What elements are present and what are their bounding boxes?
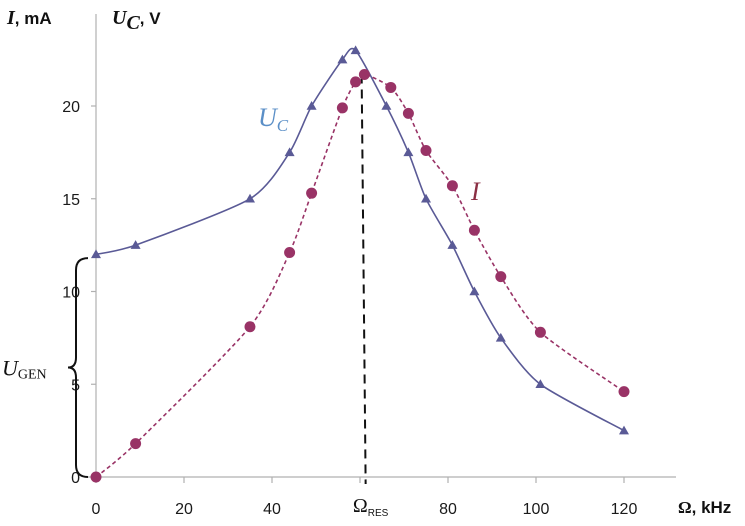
x-tick-label-5: 100	[523, 501, 550, 518]
series-label-uc: UC	[258, 103, 289, 135]
x-tick-label-0: 0	[92, 501, 101, 518]
uc-point-5	[337, 54, 348, 64]
i-point-7	[358, 68, 370, 80]
u-gen-label: UGEN	[2, 356, 47, 383]
i-point-13	[495, 271, 507, 283]
x-tick-label-6: 120	[611, 501, 638, 518]
series-line-uc	[95, 47, 625, 432]
y-tick-marks	[91, 105, 96, 478]
i-point-10	[420, 145, 432, 157]
series-layer	[90, 45, 630, 483]
x-tick-marks	[95, 477, 625, 483]
i-point-11	[446, 180, 458, 192]
i-point-9	[402, 107, 414, 119]
resonance-dashed-line	[360, 74, 367, 485]
i-point-12	[468, 224, 480, 236]
y-axis-title-voltage: UC, V	[112, 7, 161, 34]
uc-point-14	[619, 425, 629, 435]
series-line-i	[95, 73, 625, 478]
i-point-4	[306, 187, 318, 199]
i-point-5	[336, 102, 348, 114]
uc-point-11	[469, 286, 480, 296]
uc-point-0	[91, 249, 101, 259]
uc-point-3	[284, 147, 295, 157]
y-tick-label-4: 20	[62, 99, 80, 116]
uc-point-12	[495, 332, 506, 342]
uc-point-13	[535, 379, 546, 388]
y-tick-label-3: 15	[62, 192, 80, 209]
y-axis-title-current: I, mA	[6, 7, 52, 29]
series-label-i: I	[470, 177, 481, 206]
i-point-2	[244, 321, 256, 333]
i-point-8	[385, 81, 397, 93]
x-tick-label-4: 80	[439, 501, 457, 518]
uc-point-6	[350, 45, 361, 55]
u-gen-brace	[67, 257, 89, 478]
i-point-3	[284, 247, 296, 259]
uc-point-9	[421, 193, 431, 203]
x-tick-labels: 0 20 40 80 100 120	[92, 501, 638, 518]
x-axis-title: Ω, kHz	[678, 498, 731, 517]
y-tick-label-0: 0	[71, 470, 80, 487]
uc-point-10	[447, 240, 458, 249]
uc-point-2	[245, 193, 255, 203]
uc-point-1	[130, 240, 141, 249]
i-point-14	[534, 326, 546, 338]
uc-point-8	[403, 147, 414, 157]
resonance-label: ΩRES	[353, 495, 389, 519]
i-point-6	[350, 76, 362, 88]
x-tick-label-1: 20	[175, 501, 193, 518]
uc-point-7	[381, 101, 392, 110]
i-point-15	[618, 386, 630, 398]
i-point-0	[90, 471, 102, 483]
i-point-1	[130, 438, 142, 450]
uc-point-4	[306, 101, 317, 110]
x-tick-label-2: 40	[263, 501, 281, 518]
y-tick-label-2: 10	[62, 285, 80, 302]
